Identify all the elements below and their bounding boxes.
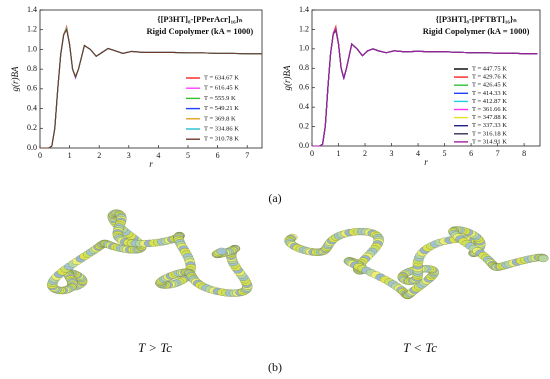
y-tick-label: 0.8 (27, 64, 37, 73)
y-tick-label: 1.0 (27, 44, 37, 53)
x-tick-label: 6 (216, 151, 220, 160)
x-tick-label: 1 (68, 151, 72, 160)
y-tick-label: 0.6 (27, 84, 37, 93)
y-tick-label: 1.2 (27, 25, 37, 34)
x-tick-label: 2 (97, 151, 101, 160)
y-tick-label: 1.4 (299, 5, 309, 14)
legend-label: T = 426.45 K (472, 82, 507, 89)
x-tick-label: 0 (38, 151, 42, 160)
legend-label: T = 369.8 K (204, 115, 236, 122)
chart-title: {[P3HT]₈-[PFTBT]₁₆}ₙ (436, 14, 518, 24)
legend-label: T = 314.91 K (472, 138, 507, 145)
legend-label: T = 361.66 K (472, 106, 507, 113)
legend-label: T = 334.86 K (204, 125, 239, 132)
legend-label: T = 412.87 K (472, 98, 507, 105)
legend-label: T = 616.45 K (204, 85, 239, 92)
y-axis-label: g(r)BA (10, 66, 20, 91)
x-tick-label: 5 (443, 149, 447, 158)
series-line (40, 28, 262, 149)
y-tick-label: 0.2 (299, 121, 309, 130)
y-tick-label: 0.8 (299, 63, 309, 72)
plot-frame (39, 9, 263, 149)
plot-frame (311, 9, 541, 147)
chart-subtitle: Rigid Copolymer (kA = 1000) (423, 26, 530, 36)
y-tick-label: 0.4 (27, 103, 37, 112)
x-axis-label: r (424, 157, 428, 167)
x-tick-label: 6 (469, 149, 473, 158)
x-tick-label: 5 (186, 151, 190, 160)
panel-label: (b) (268, 360, 282, 374)
x-axis-label: r (149, 159, 153, 169)
y-tick-label: 1.2 (299, 24, 309, 33)
legend-label: T = 347.88 K (472, 114, 507, 121)
legend-label: T = 414.33 K (472, 90, 507, 97)
legend-label: T = 310.78 K (204, 136, 239, 143)
y-tick-label: 1.0 (299, 44, 309, 53)
chart-title: {[P3HT]₈-[PPerAcr]₁₆}ₙ (157, 14, 243, 24)
series-line (312, 27, 538, 147)
x-tick-label: 4 (156, 151, 160, 160)
y-tick-label: 0.0 (27, 143, 37, 152)
x-tick-label: 7 (245, 151, 249, 160)
snapshot-label: T < Tc (403, 340, 437, 355)
bead (216, 247, 227, 256)
x-tick-label: 0 (310, 149, 314, 158)
chart-subtitle: Rigid Copolymer (kA = 1000) (146, 26, 253, 36)
bead (538, 254, 549, 263)
y-tick-label: 0.4 (299, 102, 309, 111)
legend-label: T = 316.18 K (472, 130, 507, 137)
x-tick-label: 7 (496, 149, 500, 158)
panel-label: (a) (268, 191, 281, 205)
x-tick-label: 1 (337, 149, 341, 158)
legend-label: T = 549.21 K (204, 105, 239, 112)
x-tick-label: 3 (127, 151, 131, 160)
y-tick-label: 1.4 (27, 5, 37, 14)
x-tick-label: 3 (390, 149, 394, 158)
y-tick-label: 0.6 (299, 83, 309, 92)
y-tick-label: 0.0 (299, 141, 309, 150)
legend-label: T = 429.76 K (472, 74, 507, 81)
legend-label: T = 337.33 K (472, 122, 507, 129)
legend-label: T = 634.67 K (204, 74, 239, 81)
x-tick-label: 2 (363, 149, 367, 158)
x-tick-label: 4 (416, 149, 420, 158)
y-tick-label: 0.2 (27, 123, 37, 132)
legend-label: T = 555.9 K (204, 95, 236, 102)
polymer-snapshots (47, 209, 549, 300)
legend-label: T = 447.75 K (472, 65, 507, 72)
x-tick-label: 8 (522, 149, 526, 158)
y-axis-label: g(r)BA (282, 65, 292, 90)
snapshot-label: T > Tc (138, 340, 172, 355)
